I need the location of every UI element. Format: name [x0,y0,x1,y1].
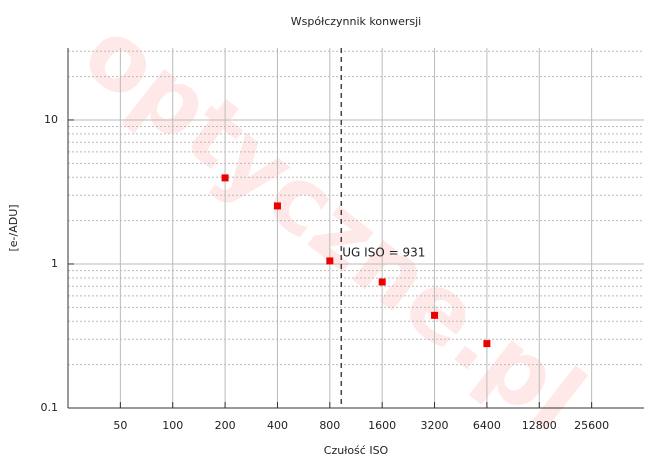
x-tick-label: 6400 [473,419,501,432]
point [483,340,491,348]
x-tick-label: 3200 [421,419,449,432]
annotation-label: UG ISO = 931 [342,246,425,260]
x-tick-label: 100 [162,419,183,432]
y-tick-label: 0.1 [41,401,59,414]
x-tick-label: 1600 [368,419,396,432]
x-tick-label: 200 [215,419,236,432]
y-tick-label: 1 [51,257,58,270]
point [378,278,386,286]
point [273,202,281,210]
point [431,311,439,319]
x-tick-label: 400 [267,419,288,432]
x-tick-label: 12800 [522,419,557,432]
point [326,257,334,265]
x-tick-label: 800 [319,419,340,432]
y-axis-label: [e-/ADU] [7,204,20,251]
x-tick-label: 50 [113,419,127,432]
y-tick-label: 10 [44,113,58,126]
x-tick-label: 25600 [574,419,609,432]
x-axis-label: Czułość ISO [324,444,389,457]
chart-title: Współczynnik konwersji [291,15,421,28]
point [221,174,229,182]
